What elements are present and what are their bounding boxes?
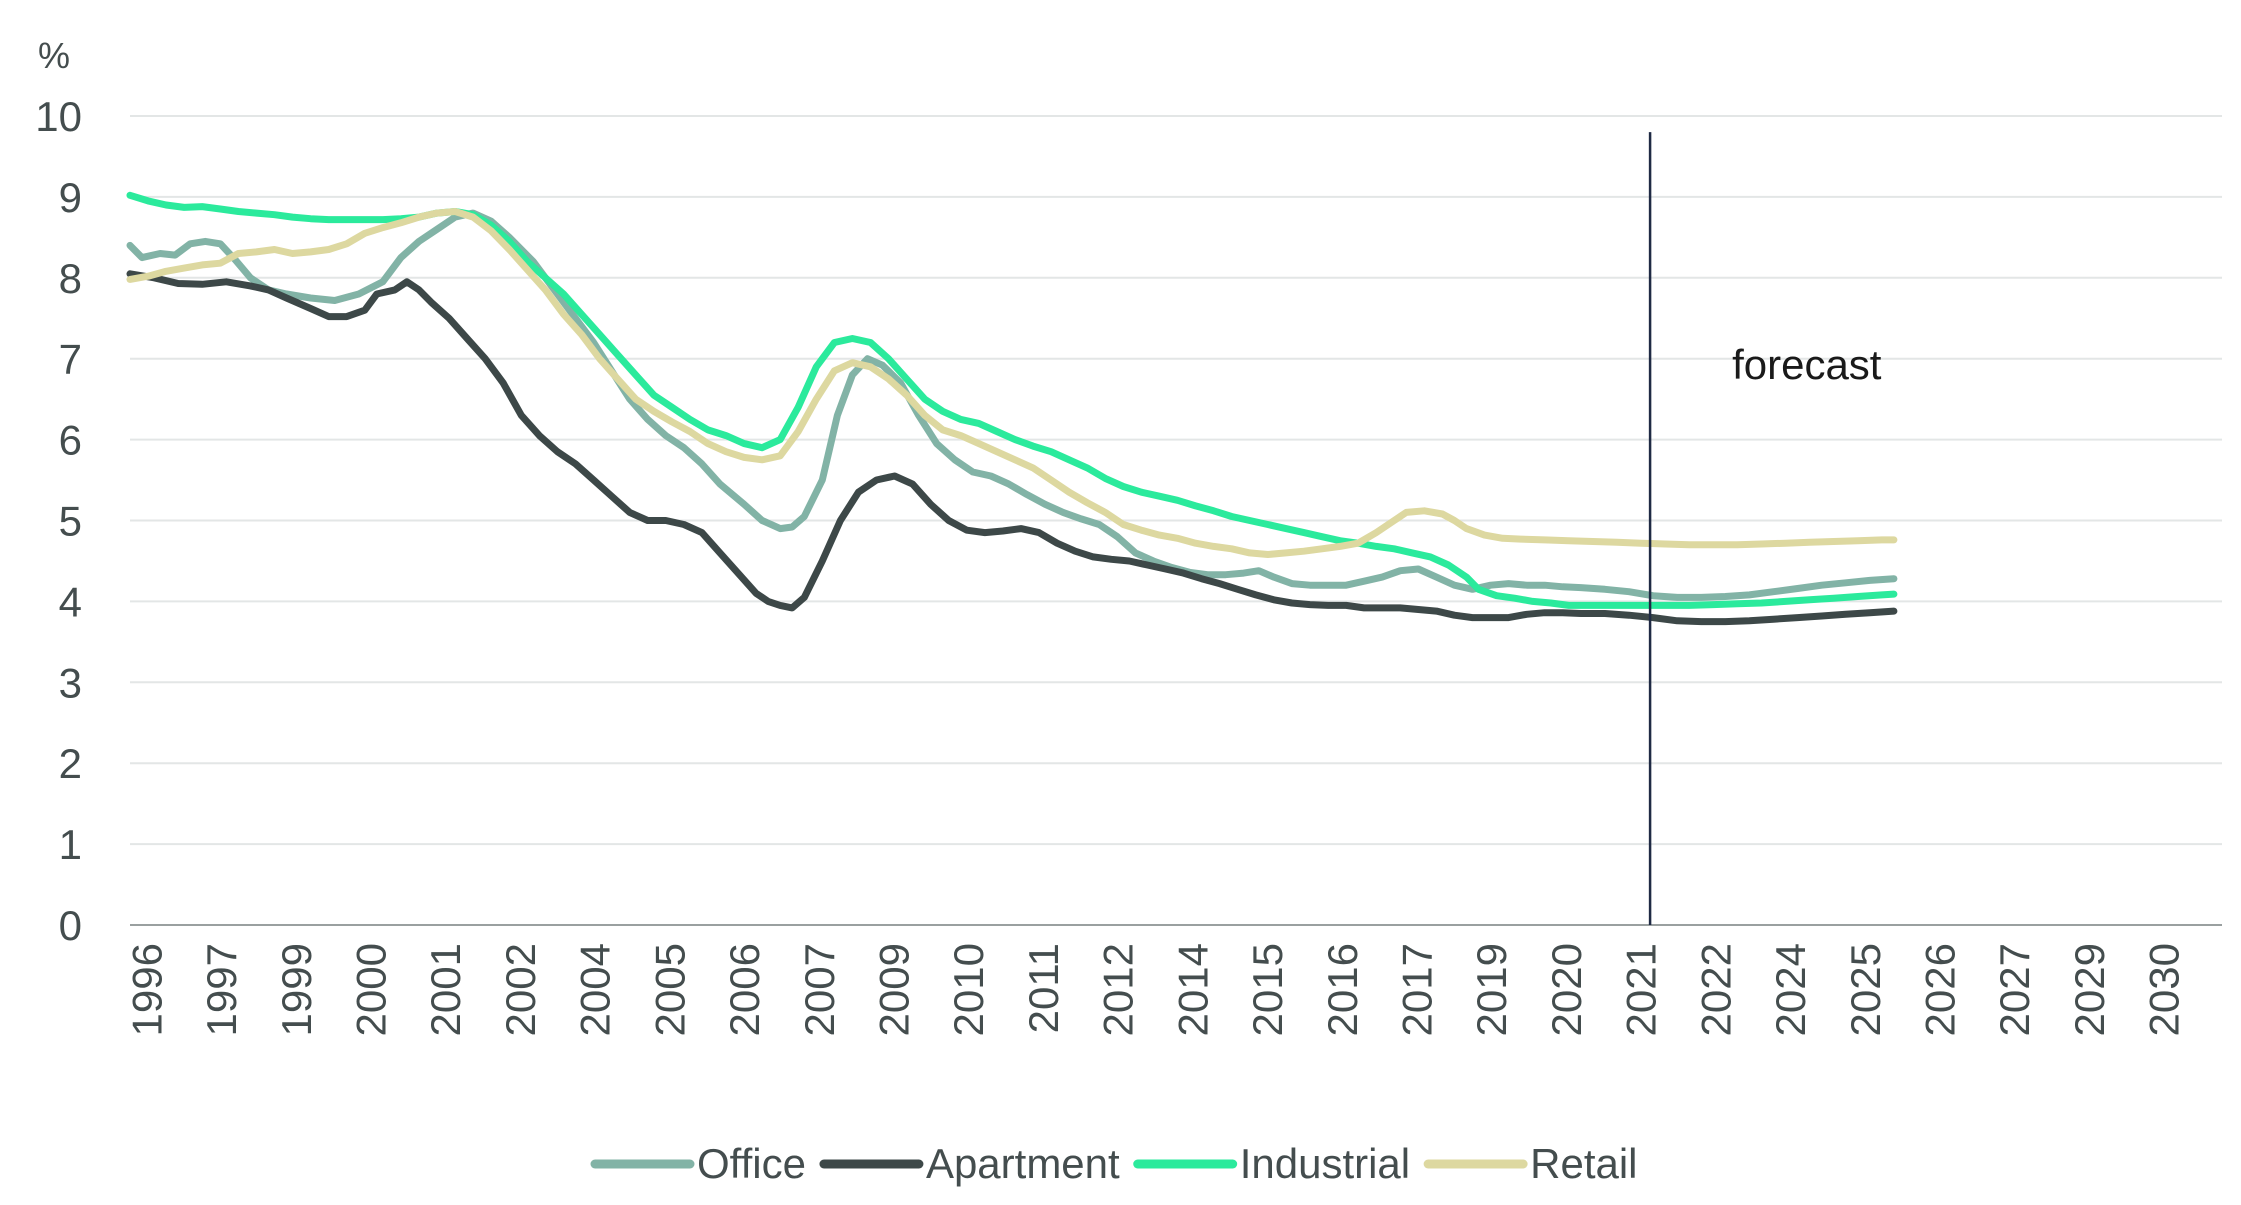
x-tick-label: 2014 [1169, 943, 1216, 1036]
x-tick-label: 2021 [1618, 943, 1665, 1036]
y-tick-label: 5 [59, 498, 82, 545]
x-tick-label: 2009 [871, 943, 918, 1036]
x-tick-label: 2001 [422, 943, 469, 1036]
series-line-retail [126, 208, 1898, 558]
x-tick-label: 2027 [1991, 943, 2038, 1036]
x-tick-label: 2029 [2066, 943, 2113, 1036]
y-axis-ticks: 0 1 2 3 4 5 6 7 8 9 10 [35, 93, 82, 949]
series-line-apartment [126, 270, 1898, 626]
series-line-office [126, 209, 1898, 601]
legend-label-apartment: Apartment [926, 1140, 1120, 1187]
x-tick-label: 1996 [123, 943, 170, 1036]
series-lines [126, 191, 1898, 626]
y-tick-label: 4 [59, 578, 82, 625]
x-tick-label: 1999 [273, 943, 320, 1036]
x-tick-label: 2006 [721, 943, 768, 1036]
y-tick-label: 3 [59, 659, 82, 706]
x-tick-label: 2026 [1917, 943, 1964, 1036]
y-tick-label: 7 [59, 336, 82, 383]
x-tick-label: 2000 [348, 943, 395, 1036]
y-tick-label: 1 [59, 821, 82, 868]
x-tick-label: 2030 [2141, 943, 2188, 1036]
x-tick-label: 1997 [198, 943, 245, 1036]
x-tick-label: 2025 [1842, 943, 1889, 1036]
x-tick-label: 2010 [945, 943, 992, 1036]
x-axis-ticks: 1996 1997 1999 2000 2001 2002 2004 2005 2006 2007… [123, 943, 2187, 1036]
y-tick-label: 8 [59, 255, 82, 302]
x-tick-label: 2012 [1095, 943, 1142, 1036]
y-unit-label: % [38, 35, 70, 76]
x-tick-label: 2022 [1692, 943, 1739, 1036]
x-tick-label: 2007 [796, 943, 843, 1036]
x-tick-label: 2005 [646, 943, 693, 1036]
y-tick-label: 10 [35, 93, 82, 140]
y-tick-label: 2 [59, 740, 82, 787]
x-tick-label: 2015 [1244, 943, 1291, 1036]
y-tick-label: 6 [59, 417, 82, 464]
x-tick-label: 2024 [1767, 943, 1814, 1036]
x-tick-label: 2011 [1020, 943, 1067, 1033]
y-tick-label: 9 [59, 174, 82, 221]
forecast-annotation: forecast [1732, 341, 1882, 388]
legend: Office Apartment Industrial Retail [590, 1140, 1638, 1187]
legend-label-industrial: Industrial [1240, 1140, 1410, 1187]
x-tick-label: 2002 [497, 943, 544, 1036]
x-tick-label: 2019 [1468, 943, 1515, 1036]
x-tick-label: 2017 [1394, 943, 1441, 1036]
x-tick-label: 2020 [1543, 943, 1590, 1036]
y-tick-label: 0 [59, 902, 82, 949]
x-tick-label: 2016 [1319, 943, 1366, 1036]
legend-label-retail: Retail [1530, 1140, 1637, 1187]
legend-label-office: Office [697, 1140, 806, 1187]
x-tick-label: 2004 [572, 943, 619, 1036]
gridlines [130, 115, 2222, 926]
